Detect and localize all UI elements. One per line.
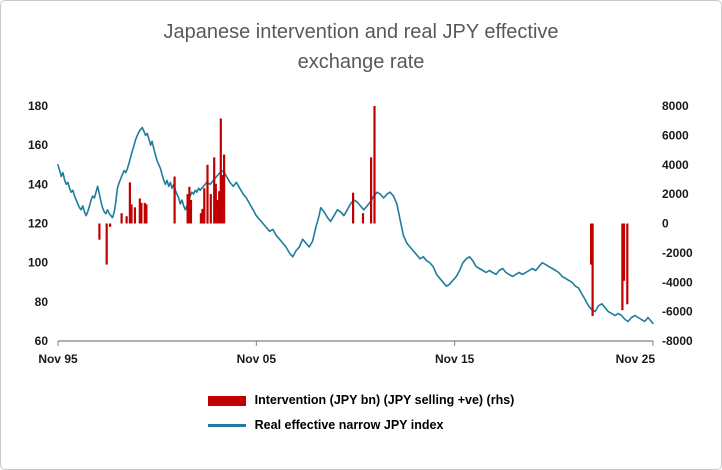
intervention-bar bbox=[105, 223, 108, 265]
right-axis-tick-label: -2000 bbox=[662, 246, 693, 260]
legend-item-intervention: Intervention (JPY bn) (JPY selling +ve) … bbox=[207, 393, 515, 408]
intervention-bar bbox=[143, 202, 146, 224]
intervention-bar bbox=[221, 175, 224, 224]
left-axis-tick-label: 60 bbox=[35, 334, 49, 348]
right-axis-tick-label: -8000 bbox=[662, 334, 693, 348]
intervention-bar bbox=[213, 157, 216, 224]
left-axis-tick-label: 80 bbox=[35, 295, 49, 309]
intervention-bar bbox=[373, 106, 376, 224]
legend: Intervention (JPY bn) (JPY selling +ve) … bbox=[1, 393, 721, 433]
intervention-bar bbox=[98, 223, 101, 240]
legend-label-index: Real effective narrow JPY index bbox=[254, 418, 444, 432]
chart-title-line-2: exchange rate bbox=[297, 51, 425, 73]
left-axis-tick-label: 140 bbox=[28, 177, 48, 191]
intervention-bar bbox=[352, 192, 355, 224]
chart-title: Japanese intervention and real JPY effec… bbox=[1, 17, 721, 77]
intervention-bar bbox=[140, 202, 143, 224]
intervention-bar bbox=[626, 223, 629, 305]
intervention-bar bbox=[591, 223, 594, 316]
intervention-bar bbox=[209, 194, 212, 224]
intervention-bar bbox=[186, 194, 189, 224]
right-axis-tick-label: 4000 bbox=[662, 158, 689, 172]
intervention-bar bbox=[590, 223, 593, 265]
right-axis-tick-label: 0 bbox=[662, 217, 669, 231]
chart-title-line-1: Japanese intervention and real JPY effec… bbox=[163, 21, 559, 43]
intervention-bar bbox=[130, 204, 133, 224]
left-axis-tick-label: 120 bbox=[28, 217, 48, 231]
intervention-bar bbox=[214, 183, 217, 224]
intervention-bar bbox=[622, 223, 626, 281]
intervention-bar bbox=[109, 223, 112, 227]
intervention-bar bbox=[206, 164, 209, 224]
right-axis-tick-label: 2000 bbox=[662, 187, 689, 201]
intervention-bar bbox=[128, 182, 131, 224]
plot-area: 60 80 100 120 140 160 180 -8000 -6000 -4000 -2000 0… bbox=[28, 99, 693, 366]
legend-swatch-bar bbox=[207, 395, 246, 406]
intervention-bar bbox=[223, 154, 226, 224]
intervention-bar bbox=[173, 176, 176, 224]
legend-label-intervention: Intervention (JPY bn) (JPY selling +ve) … bbox=[254, 393, 515, 407]
intervention-bar bbox=[216, 200, 219, 224]
intervention-bar bbox=[218, 191, 221, 224]
intervention-bar bbox=[201, 208, 204, 224]
intervention-bar bbox=[361, 213, 365, 224]
intervention-bar bbox=[199, 213, 202, 224]
right-axis-tick-label: 8000 bbox=[662, 99, 689, 113]
left-axis-tick-label: 100 bbox=[28, 256, 48, 270]
intervention-bar bbox=[188, 186, 191, 224]
intervention-bar bbox=[370, 157, 373, 224]
intervention-bar bbox=[120, 213, 123, 224]
intervention-bar bbox=[219, 118, 222, 224]
right-axis-tick-label: 6000 bbox=[662, 128, 689, 142]
legend-swatch-line bbox=[207, 424, 246, 427]
x-axis-tick-label: Nov 95 bbox=[38, 352, 78, 366]
intervention-bar bbox=[189, 200, 193, 224]
left-axis-tick-label: 180 bbox=[28, 99, 48, 113]
intervention-bar bbox=[125, 216, 128, 224]
intervention-bar bbox=[203, 188, 206, 224]
intervention-bar bbox=[145, 204, 148, 224]
x-axis-tick-label: Nov 25 bbox=[616, 352, 656, 366]
intervention-bar bbox=[138, 198, 141, 224]
legend-inner: Intervention (JPY bn) (JPY selling +ve) … bbox=[207, 393, 515, 433]
x-axis-tick-label: Nov 05 bbox=[237, 352, 277, 366]
x-axis-tick-label: Nov 15 bbox=[435, 352, 475, 366]
intervention-bar bbox=[133, 207, 136, 224]
intervention-bar bbox=[621, 223, 624, 311]
legend-item-index: Real effective narrow JPY index bbox=[207, 418, 444, 433]
right-axis-tick-label: -4000 bbox=[662, 275, 693, 289]
right-axis-tick-label: -6000 bbox=[662, 305, 693, 319]
jpy-index-line bbox=[57, 126, 654, 325]
left-axis-tick-label: 160 bbox=[28, 138, 48, 152]
